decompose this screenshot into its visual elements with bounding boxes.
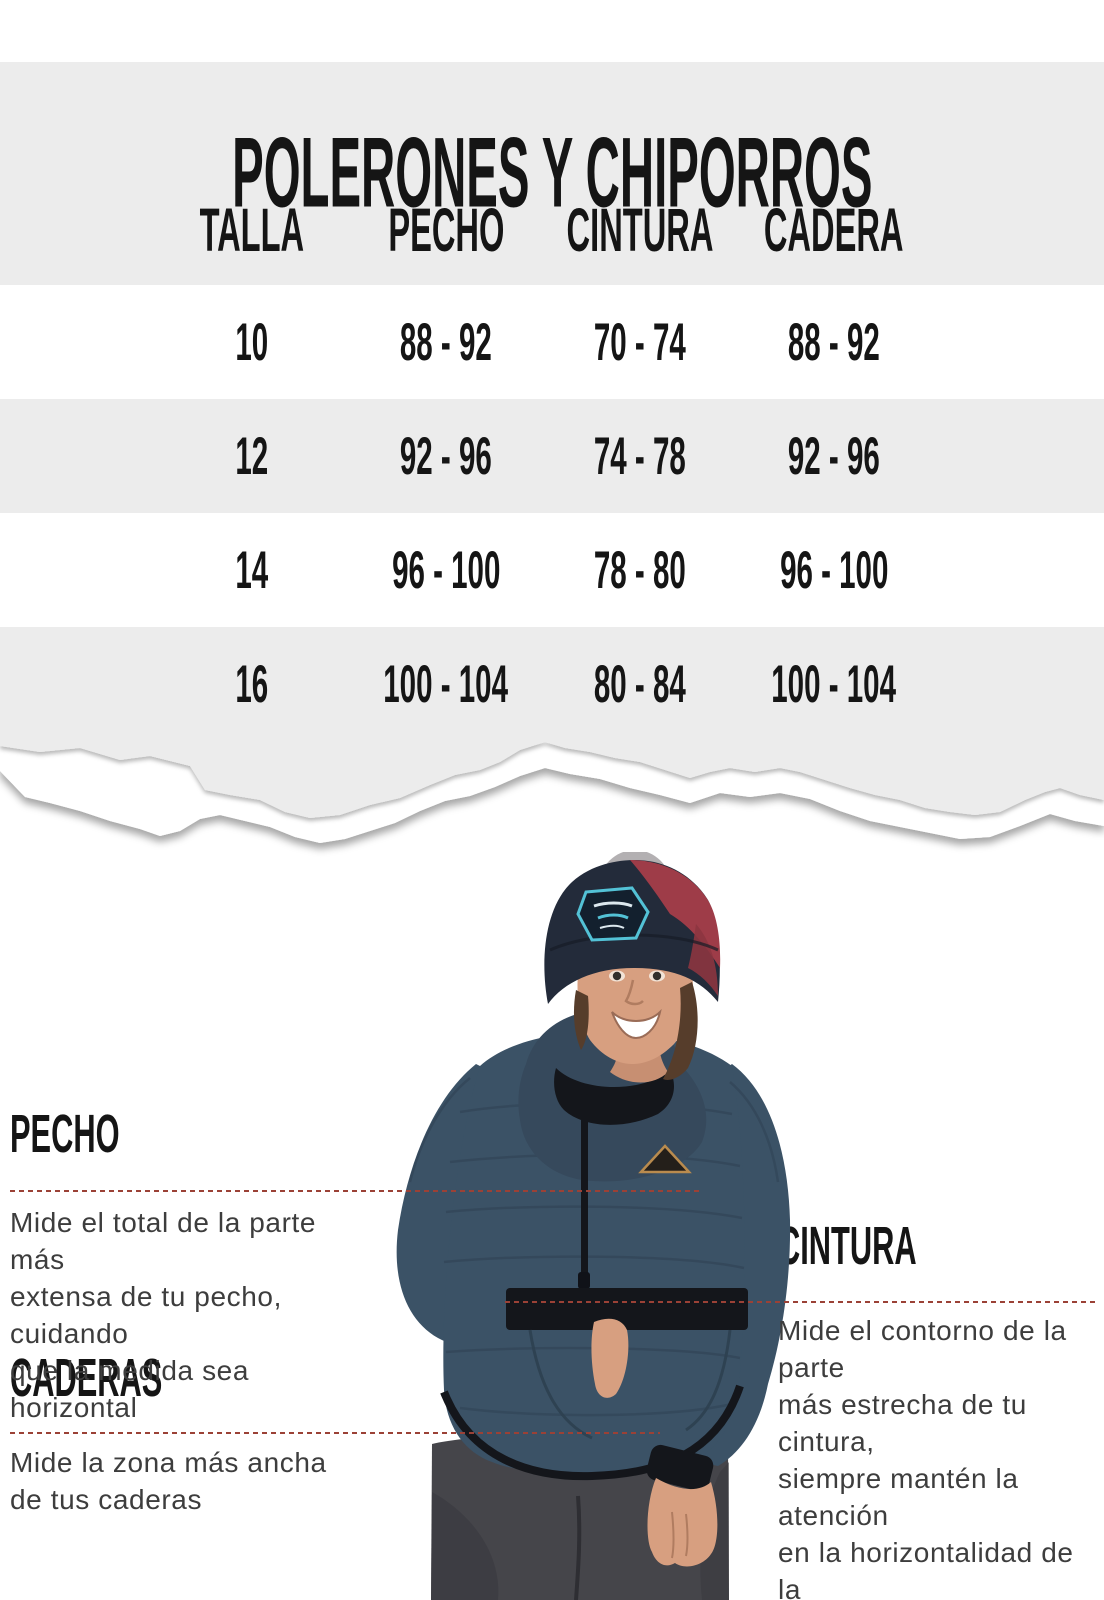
- cell-cadera: 92 - 96: [788, 425, 880, 485]
- pecho-description: Mide el total de la parte más extensa de…: [10, 1207, 317, 1423]
- zipper-icon: [581, 1094, 588, 1276]
- page-title-wrap: POLERONES Y CHIPORROS: [0, 123, 1104, 222]
- caderas-description: Mide la zona más ancha de tus caderas: [10, 1447, 327, 1515]
- head: [544, 852, 721, 1083]
- page-title: POLERONES Y CHIPORROS: [231, 116, 873, 228]
- table-row-talla-16: 16 100 - 104 80 - 84 100 - 104: [155, 627, 931, 741]
- cell-talla: 14: [235, 539, 269, 599]
- chart-header-band: POLERONES Y CHIPORROS TALLA PECHO CINTUR…: [0, 62, 1104, 285]
- cell-cadera: 96 - 100: [779, 539, 889, 599]
- cell-talla: 12: [235, 425, 269, 485]
- pocket-seam: [685, 1329, 732, 1432]
- hair-left: [573, 990, 589, 1050]
- caderas-measure-line: [10, 1432, 660, 1434]
- cell-pecho: 96 - 100: [391, 539, 501, 599]
- cell-cadera: 100 - 104: [771, 653, 897, 713]
- cell-pecho: 88 - 92: [400, 311, 492, 371]
- cell-cintura: 80 - 84: [594, 653, 686, 713]
- pecho-measure-line: [10, 1190, 700, 1192]
- table-row-talla-12: 12 92 - 96 74 - 78 92 - 96: [155, 399, 931, 513]
- table-row-bg: [0, 627, 1104, 741]
- cintura-measure-line: [505, 1301, 1099, 1303]
- column-header-cintura: CINTURA: [566, 197, 714, 266]
- cintura-description: Mide el contorno de la parte más estrech…: [778, 1315, 1074, 1600]
- pocket-band: [506, 1288, 748, 1330]
- torn-gray-paper: [0, 741, 1104, 818]
- cell-cintura: 70 - 74: [594, 311, 686, 371]
- table-row-bg: [0, 513, 1104, 627]
- torn-paper-edge: [0, 741, 1104, 843]
- cell-cintura: 74 - 78: [594, 425, 686, 485]
- smile: [611, 1008, 662, 1040]
- column-header-talla: TALLA: [199, 197, 305, 266]
- cell-cadera: 88 - 92: [788, 311, 880, 371]
- pecho-heading: PECHO: [10, 1104, 120, 1165]
- hoodie: [396, 1010, 791, 1492]
- table-row-bg: [0, 399, 1104, 513]
- cell-pecho: 100 - 104: [383, 653, 509, 713]
- boy-model-photo: [396, 852, 791, 1600]
- hem-trim: [440, 1384, 744, 1481]
- table-row-talla-10: 10 88 - 92 70 - 74 88 - 92: [155, 285, 931, 399]
- right-wrist-cuff: [646, 1444, 714, 1492]
- cell-pecho: 92 - 96: [400, 425, 492, 485]
- cintura-heading: CINTURA: [778, 1216, 917, 1277]
- cell-talla: 10: [235, 311, 269, 371]
- left-hand: [591, 1318, 629, 1398]
- hair-right: [663, 982, 698, 1080]
- cell-talla: 16: [235, 653, 269, 713]
- eye: [612, 971, 622, 981]
- table-row-bg: [0, 285, 1104, 399]
- beanie-brand-patch-icon: [576, 886, 650, 942]
- torn-white-strip: [0, 742, 1104, 843]
- nose: [624, 979, 644, 1006]
- chest-brand-patch-icon: [638, 1144, 692, 1174]
- beanie-red-panel: [630, 860, 721, 968]
- cell-cintura: 78 - 80: [594, 539, 686, 599]
- eye: [652, 971, 662, 981]
- zipper-pull-icon: [578, 1272, 590, 1289]
- column-header-pecho: PECHO: [387, 197, 505, 266]
- table-row-talla-14: 14 96 - 100 78 - 80 96 - 100: [155, 513, 931, 627]
- table-header-row: TALLA PECHO CINTURA CADERA: [155, 193, 931, 271]
- column-header-cadera: CADERA: [764, 197, 904, 266]
- caderas-heading: CADERAS: [10, 1348, 163, 1409]
- right-hand: [647, 1478, 718, 1567]
